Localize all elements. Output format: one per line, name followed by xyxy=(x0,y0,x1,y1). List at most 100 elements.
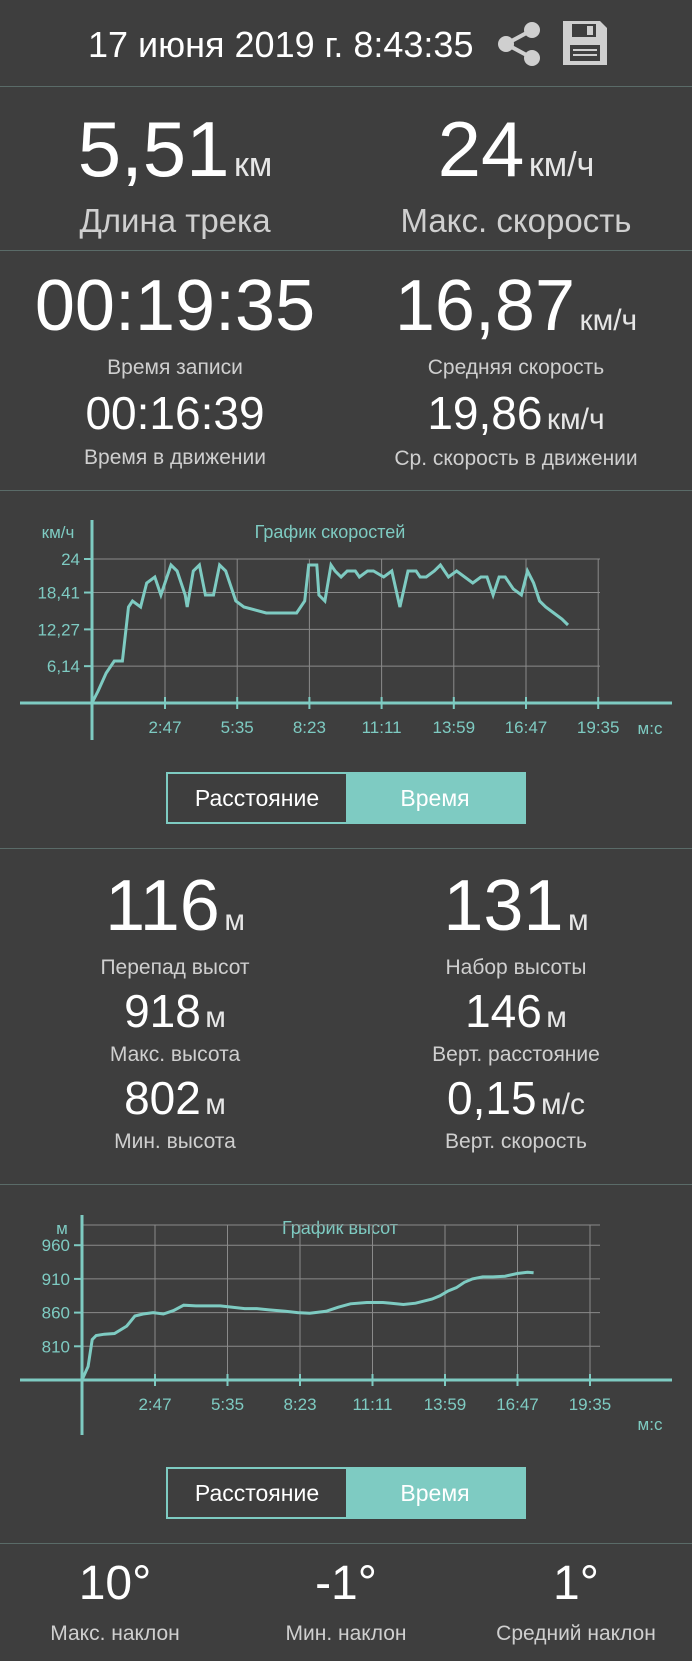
alt-chart-ylabel: м xyxy=(56,1219,68,1238)
slope-avg-block: 1° Средний наклон xyxy=(486,1560,666,1646)
divider xyxy=(0,490,692,491)
max-speed-label: Макс. скорость xyxy=(400,202,632,239)
speed-toggle-time-button[interactable]: Время xyxy=(346,774,524,822)
speed-toggle: Расстояние Время xyxy=(166,772,526,824)
y-tick-label: 24 xyxy=(61,550,80,569)
speed-toggle-distance-button[interactable]: Расстояние xyxy=(168,774,346,822)
slope-max-label: Макс. наклон xyxy=(50,1622,180,1645)
elev-min-label: Мин. высота xyxy=(114,1130,236,1153)
x-tick-label: 19:35 xyxy=(577,718,620,737)
elev-diff-label: Перепад высот xyxy=(100,956,250,979)
moving-speed-value: 19,86 xyxy=(427,387,543,439)
alt-toggle: Расстояние Время xyxy=(166,1467,526,1519)
max-speed-value: 24 xyxy=(437,105,525,193)
divider xyxy=(0,1543,692,1544)
x-tick-label: 19:35 xyxy=(569,1395,612,1414)
speed-chart-ylabel: км/ч xyxy=(42,523,75,542)
alt-toggle-distance-button[interactable]: Расстояние xyxy=(168,1469,346,1517)
elev-gain-label: Набор высоты xyxy=(445,956,587,979)
vert-speed-unit: м/с xyxy=(541,1088,585,1121)
y-tick-label: 18,41 xyxy=(37,584,80,603)
slope-min-label: Мин. наклон xyxy=(285,1622,407,1645)
x-tick-label: 11:11 xyxy=(352,1395,392,1414)
speed-chart-xlabel: м:с xyxy=(638,719,663,738)
x-tick-label: 8:23 xyxy=(293,718,326,737)
elev-diff-unit: м xyxy=(224,904,245,937)
speed-chart-title: График скоростей xyxy=(255,522,406,542)
alt-chart-xlabel: м:с xyxy=(638,1415,663,1434)
divider xyxy=(0,848,692,849)
elev-min-unit: м xyxy=(205,1088,226,1121)
slope-avg-value: 1° xyxy=(553,1557,599,1610)
alt-toggle-time-button[interactable]: Время xyxy=(346,1469,524,1517)
x-tick-label: 8:23 xyxy=(283,1395,316,1414)
divider xyxy=(0,86,692,87)
speed-chart-grid xyxy=(20,520,672,740)
save-icon[interactable] xyxy=(560,18,610,68)
avg-speed-value: 16,87 xyxy=(394,266,575,346)
elev-gain-unit: м xyxy=(567,904,589,937)
alt-chart-grid xyxy=(20,1215,672,1435)
vert-speed-value: 0,15 xyxy=(447,1072,537,1124)
moving-speed-unit: км/ч xyxy=(546,403,605,436)
vert-dist-unit: м xyxy=(546,1001,567,1034)
alt-series-line xyxy=(80,1270,534,1381)
elev-right-block: 131 м Набор высоты 146 м Верт. расстояни… xyxy=(360,870,672,1154)
x-tick-label: 16:47 xyxy=(505,718,548,737)
elev-left-block: 116 м Перепад высот 918 м Макс. высота 8… xyxy=(20,870,330,1154)
slope-max-value: 10° xyxy=(78,1557,152,1610)
max-speed-block: 24 км/ч Макс. скорость xyxy=(360,110,672,240)
x-tick-label: 16:47 xyxy=(496,1395,539,1414)
distance-value: 5,51 xyxy=(77,105,230,193)
vert-speed-label: Верт. скорость xyxy=(445,1130,587,1153)
moving-speed-label: Ср. скорость в движении xyxy=(394,447,638,470)
datetime: 17 июня 2019 г. 8:43:35 xyxy=(88,24,474,65)
speed-chart-y-ticks: 24 18,41 12,27 6,14 xyxy=(37,550,92,676)
y-tick-label: 910 xyxy=(42,1270,70,1289)
alt-chart-title: График высот xyxy=(282,1218,398,1238)
elev-gain-value: 131 xyxy=(443,866,564,946)
x-tick-label: 2:47 xyxy=(148,718,181,737)
x-tick-label: 13:59 xyxy=(424,1395,467,1414)
x-tick-label: 5:35 xyxy=(221,718,254,737)
moving-time-label: Время в движении xyxy=(84,446,266,469)
elev-max-label: Макс. высота xyxy=(109,1043,241,1066)
slope-min-value: -1° xyxy=(315,1557,377,1610)
x-tick-label: 11:11 xyxy=(362,718,402,737)
x-tick-label: 5:35 xyxy=(211,1395,244,1414)
record-time-value: 00:19:35 xyxy=(34,266,316,346)
y-tick-label: 960 xyxy=(42,1236,70,1255)
divider xyxy=(0,250,692,251)
alt-chart-y-ticks: 960 910 860 810 xyxy=(42,1236,82,1356)
slope-min-block: -1° Мин. наклон xyxy=(261,1560,431,1646)
speed-chart: График скоростей км/ч м:с 24 18,41 12,27 6,… xyxy=(0,510,692,750)
elev-diff-value: 116 xyxy=(105,866,220,946)
y-tick-label: 6,14 xyxy=(47,657,80,676)
distance-block: 5,51 км Длина трека xyxy=(20,110,330,240)
speed-chart-svg: График скоростей км/ч м:с 24 18,41 12,27 6,… xyxy=(20,520,672,740)
slope-max-block: 10° Макс. наклон xyxy=(30,1560,200,1646)
distance-unit: км xyxy=(234,146,273,184)
header: 17 июня 2019 г. 8:43:35 xyxy=(0,0,692,86)
y-tick-label: 810 xyxy=(42,1337,70,1356)
slope-avg-label: Средний наклон xyxy=(496,1622,656,1645)
elev-max-unit: м xyxy=(205,1001,226,1034)
elev-max-value: 918 xyxy=(124,985,201,1037)
alt-chart: График высот м м:с 960 910 860 810 2:47 5:35… xyxy=(0,1205,692,1445)
x-tick-label: 2:47 xyxy=(138,1395,171,1414)
vert-dist-value: 146 xyxy=(465,985,542,1037)
avg-speed-block: 16,87 км/ч Средняя скорость 19,86 км/ч С… xyxy=(360,270,672,471)
speed-series-line xyxy=(90,561,570,704)
record-time-block: 00:19:35 Время записи 00:16:39 Время в д… xyxy=(20,270,330,470)
vert-dist-label: Верт. расстояние xyxy=(432,1043,600,1066)
elev-min-value: 802 xyxy=(124,1072,201,1124)
distance-label: Длина трека xyxy=(79,202,271,239)
moving-time-value: 00:16:39 xyxy=(85,387,265,439)
alt-chart-svg: График высот м м:с 960 910 860 810 2:47 5:35… xyxy=(20,1215,672,1435)
speed-chart-x-ticks: 2:47 5:35 8:23 11:11 13:59 16:47 19:35 xyxy=(148,697,619,737)
alt-chart-x-ticks: 2:47 5:35 8:23 11:11 13:59 16:47 19:35 xyxy=(138,1374,611,1414)
x-tick-label: 13:59 xyxy=(433,718,476,737)
avg-speed-unit: км/ч xyxy=(579,304,638,337)
share-icon[interactable] xyxy=(494,18,544,68)
y-tick-label: 12,27 xyxy=(37,620,80,639)
